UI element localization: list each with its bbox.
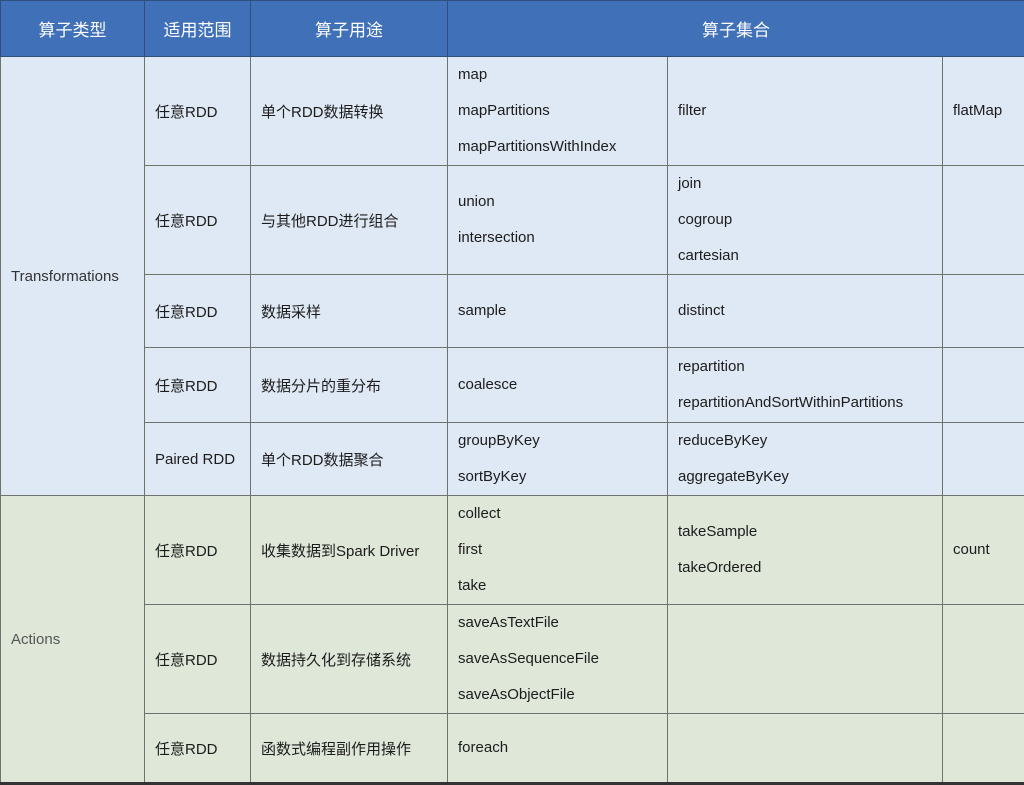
- operator-name: join: [678, 166, 942, 202]
- header-purpose: 算子用途: [251, 1, 448, 57]
- purpose-cell: 与其他RDD进行组合: [251, 166, 448, 275]
- purpose-cell: 数据分片的重分布: [251, 348, 448, 423]
- operator-type-cell: Actions: [1, 496, 145, 784]
- scope-cell: 任意RDD: [145, 166, 251, 275]
- operator-set-cell: filter: [668, 57, 943, 166]
- operator-name: filter: [678, 93, 942, 129]
- header-row: 算子类型 适用范围 算子用途 算子集合: [1, 1, 1024, 57]
- operator-set-cell: count: [943, 496, 1024, 605]
- operator-name: takeOrdered: [678, 550, 942, 586]
- operator-name: sortByKey: [458, 459, 667, 495]
- operator-type-cell: Transformations: [1, 57, 145, 496]
- header-scope: 适用范围: [145, 1, 251, 57]
- header-operator-set: 算子集合: [448, 1, 1024, 57]
- scope-cell: Paired RDD: [145, 423, 251, 496]
- operator-set-cell: [943, 348, 1024, 423]
- operator-set-cell: coalesce: [448, 348, 668, 423]
- operator-name: take: [458, 568, 667, 604]
- operator-name: saveAsObjectFile: [458, 677, 667, 713]
- operator-set-cell: foreach: [448, 714, 668, 784]
- scope-cell: 任意RDD: [145, 496, 251, 605]
- operator-name: sample: [458, 293, 667, 329]
- operator-name: distinct: [678, 293, 942, 329]
- scope-cell: 任意RDD: [145, 714, 251, 784]
- operator-name: takeSample: [678, 514, 942, 550]
- operator-name: collect: [458, 496, 667, 532]
- purpose-cell: 单个RDD数据转换: [251, 57, 448, 166]
- operator-name: intersection: [458, 220, 667, 256]
- purpose-cell: 单个RDD数据聚合: [251, 423, 448, 496]
- scope-cell: 任意RDD: [145, 605, 251, 714]
- operator-name: count: [953, 532, 1024, 568]
- operator-name: first: [458, 532, 667, 568]
- operator-name: groupByKey: [458, 423, 667, 459]
- operator-set-cell: [943, 166, 1024, 275]
- operator-name: union: [458, 184, 667, 220]
- operator-name: repartitionAndSortWithinPartitions: [678, 385, 942, 421]
- operator-name: saveAsTextFile: [458, 605, 667, 641]
- operator-set-cell: [668, 714, 943, 784]
- operator-name: saveAsSequenceFile: [458, 641, 667, 677]
- operator-name: reduceByKey: [678, 423, 942, 459]
- operator-name: coalesce: [458, 367, 667, 403]
- operator-set-cell: [943, 714, 1024, 784]
- operator-name: foreach: [458, 730, 667, 766]
- operator-name: cogroup: [678, 202, 942, 238]
- operator-set-cell: distinct: [668, 275, 943, 348]
- operator-set-cell: [943, 275, 1024, 348]
- operator-name: aggregateByKey: [678, 459, 942, 495]
- purpose-cell: 数据持久化到存储系统: [251, 605, 448, 714]
- operator-name: mapPartitions: [458, 93, 667, 129]
- header-operator-type: 算子类型: [1, 1, 145, 57]
- purpose-cell: 收集数据到Spark Driver: [251, 496, 448, 605]
- operator-set-cell: [943, 423, 1024, 496]
- operator-set-cell: sample: [448, 275, 668, 348]
- purpose-cell: 数据采样: [251, 275, 448, 348]
- operator-set-cell: [668, 605, 943, 714]
- operator-name: flatMap: [953, 93, 1024, 129]
- operator-set-cell: flatMap: [943, 57, 1024, 166]
- scope-cell: 任意RDD: [145, 275, 251, 348]
- scope-cell: 任意RDD: [145, 348, 251, 423]
- operator-name: map: [458, 57, 667, 93]
- operator-name: mapPartitionsWithIndex: [458, 129, 667, 165]
- operator-name: repartition: [678, 349, 942, 385]
- operator-set-cell: [943, 605, 1024, 714]
- operator-name: cartesian: [678, 238, 942, 274]
- scope-cell: 任意RDD: [145, 57, 251, 166]
- purpose-cell: 函数式编程副作用操作: [251, 714, 448, 784]
